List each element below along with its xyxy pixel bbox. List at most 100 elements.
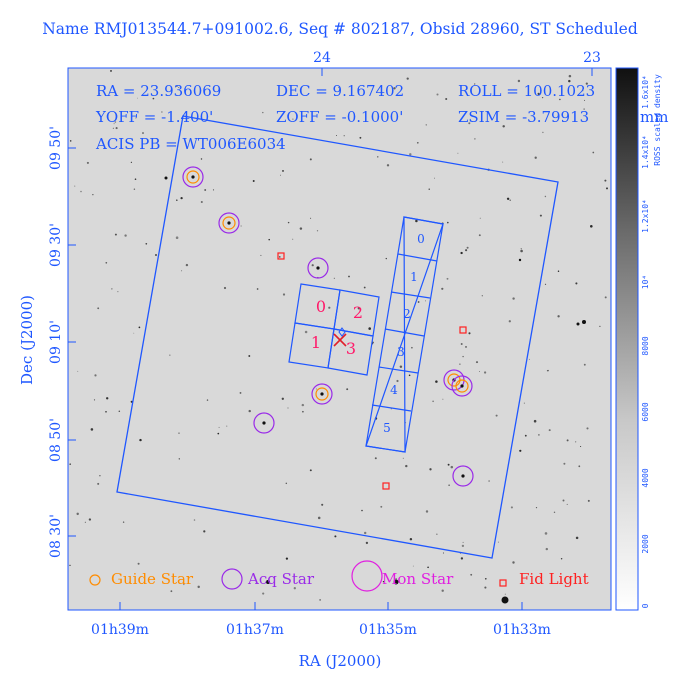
legend: Guide Star Acq Star Mon Star Fid Light [89, 560, 589, 592]
background-star [447, 221, 449, 224]
svg-text:0: 0 [641, 603, 650, 608]
background-star [338, 87, 339, 89]
field-of-view [116, 115, 559, 559]
background-star [169, 354, 171, 356]
background-star [114, 121, 117, 123]
y-axis-label: Dec (J2000) [18, 295, 36, 385]
bright-star [582, 320, 586, 324]
background-star [154, 253, 158, 257]
acq-star-marker [182, 166, 204, 188]
background-star [256, 288, 259, 290]
background-star [117, 291, 119, 293]
background-star [161, 111, 163, 113]
y-tick-label: 09 30' [48, 223, 64, 267]
background-star [94, 374, 97, 377]
background-star [359, 136, 362, 139]
guide-star-marker [222, 216, 236, 230]
acq-star-marker [451, 375, 473, 397]
background-star [510, 506, 513, 509]
background-star [390, 408, 392, 410]
background-star [450, 465, 454, 469]
background-star [97, 307, 100, 310]
background-star [461, 544, 465, 548]
legend-acq-label: Acq Star [247, 570, 315, 588]
background-star [180, 196, 183, 200]
background-star [479, 371, 481, 373]
background-star [586, 427, 589, 430]
background-star [310, 217, 312, 219]
background-stars [69, 69, 608, 604]
background-star [386, 164, 390, 167]
ccd-label: 5 [383, 421, 391, 435]
background-star [385, 257, 387, 260]
background-star [262, 592, 265, 595]
background-star [282, 293, 286, 296]
background-star [99, 93, 101, 95]
background-star [315, 388, 317, 390]
background-star [606, 187, 608, 190]
background-star [460, 343, 463, 345]
background-star [334, 535, 337, 538]
background-star [380, 505, 383, 508]
background-star [583, 108, 585, 110]
svg-text:1.4x10⁴: 1.4x10⁴ [641, 135, 650, 169]
background-star [425, 300, 426, 302]
background-star [69, 564, 71, 567]
catalog-stars [182, 166, 474, 487]
background-star [69, 140, 72, 142]
background-star [512, 297, 515, 300]
background-star [88, 518, 92, 521]
ccd-label: 3 [397, 345, 405, 359]
background-star [405, 422, 407, 424]
background-star [436, 93, 439, 96]
background-star [512, 561, 515, 564]
background-star [425, 124, 427, 126]
background-star [584, 99, 586, 101]
acis-s-array [365, 216, 444, 453]
fid-light-marker [382, 482, 390, 490]
background-star [470, 573, 473, 576]
background-star [76, 512, 79, 516]
background-star [365, 541, 369, 545]
background-star [568, 79, 571, 83]
background-star [77, 370, 79, 372]
background-star [134, 178, 137, 180]
background-star [86, 161, 89, 164]
background-star [466, 246, 469, 249]
background-star [538, 434, 540, 436]
background-star [563, 462, 566, 465]
background-star [465, 345, 467, 348]
background-star [197, 585, 200, 589]
x-tick-label: 01h39m [91, 622, 149, 638]
catalog-star [191, 175, 195, 179]
catalog-star [460, 384, 464, 388]
background-star [481, 295, 483, 297]
background-star [506, 197, 510, 201]
background-star [114, 233, 117, 236]
svg-text:1.6x10⁴: 1.6x10⁴ [641, 75, 650, 109]
background-star [218, 426, 220, 428]
background-star [587, 499, 590, 502]
background-star [399, 365, 403, 369]
legend-fid-label: Fid Light [519, 570, 589, 588]
background-star [544, 195, 547, 198]
background-star [435, 380, 438, 383]
background-star [542, 131, 544, 134]
acq-star-marker [218, 212, 240, 234]
background-star [317, 516, 321, 520]
dec-readout: DEC = 9.167402 [276, 82, 404, 100]
background-star [459, 363, 461, 365]
background-star [363, 531, 367, 535]
background-star [402, 457, 404, 459]
background-star [523, 402, 525, 404]
plot-frame [67, 67, 612, 611]
bright-star [393, 579, 399, 585]
background-star [316, 230, 319, 232]
background-star [417, 301, 420, 303]
x-tick-label: 01h35m [359, 622, 417, 638]
overflow-text: mm [640, 108, 668, 126]
background-star [409, 537, 413, 541]
background-star [185, 263, 189, 267]
background-star [206, 399, 209, 401]
svg-text:10⁴: 10⁴ [641, 275, 650, 289]
